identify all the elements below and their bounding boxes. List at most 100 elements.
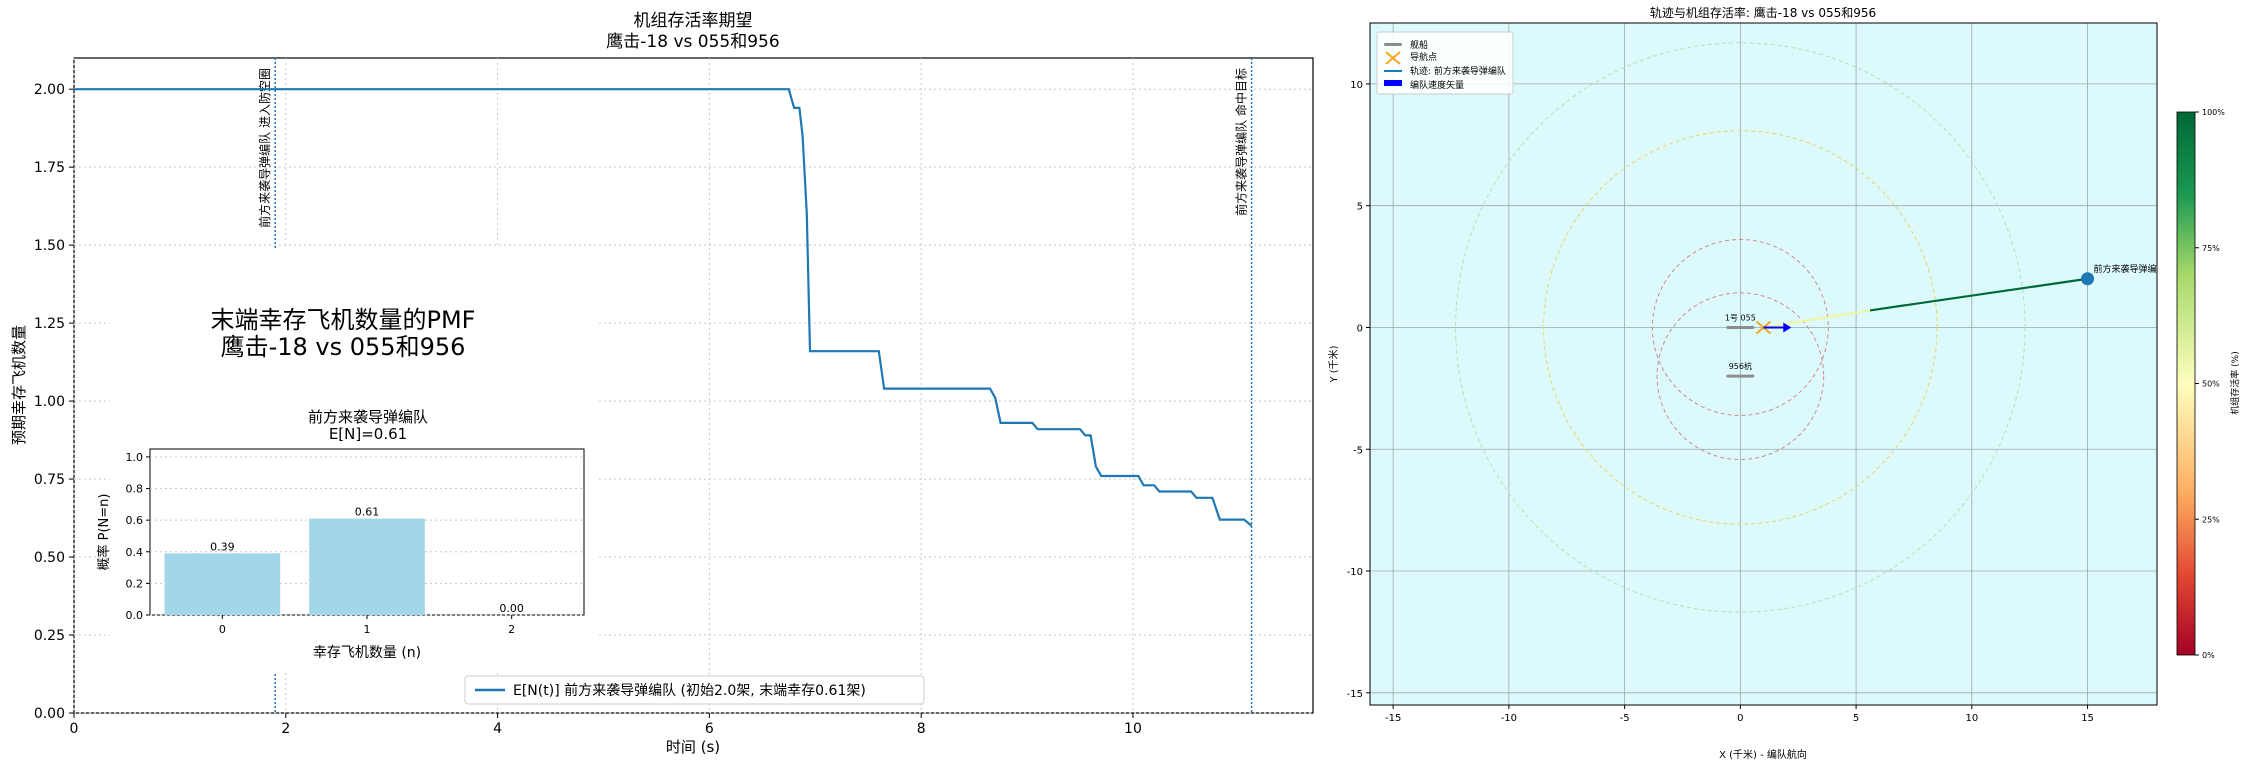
inset-heading: 末端幸存飞机数量的PMF bbox=[211, 306, 476, 334]
inset-bar bbox=[164, 553, 281, 615]
trajectory-segment-low bbox=[1763, 309, 1871, 329]
right-legend-box bbox=[1376, 31, 1514, 95]
right-y-ticks: -15 -10 -5 0 5 10 bbox=[1347, 80, 1370, 700]
left-x-tick-label: 0 bbox=[70, 721, 79, 737]
right-x-tick-label: 10 bbox=[1965, 713, 1978, 724]
left-line-series bbox=[74, 88, 1253, 527]
right-legend-velocity: 编队速度矢量 bbox=[1410, 79, 1464, 91]
right-x-tick-label: -10 bbox=[1501, 713, 1517, 724]
inset-bars: 0.39 0.61 0.00 bbox=[164, 506, 524, 615]
ship-legend-swatch bbox=[1384, 43, 1402, 46]
right-y-tick-label: 0 bbox=[1357, 323, 1363, 334]
left-y-tick-label: 1.75 bbox=[34, 160, 65, 176]
inset-subtitle: E[N]=0.61 bbox=[329, 425, 407, 443]
left-chart: 前方来袭导弹编队 进入防空圈 前方来袭导弹编队 命中目标 0 2 4 6 8 10 0.00… bbox=[10, 11, 1314, 756]
left-x-tick-label: 2 bbox=[281, 721, 290, 737]
colorbar-gradient bbox=[2176, 111, 2196, 656]
right-x-tick-label: 5 bbox=[1853, 713, 1859, 724]
ship-label: 1号 055 bbox=[1725, 313, 1756, 322]
ships: 1号 055 956杭 bbox=[1725, 313, 1792, 378]
inset-y-tick-label: 0.8 bbox=[126, 483, 144, 496]
left-x-tick-label: 10 bbox=[1124, 721, 1142, 737]
inset-bar-value-label: 0.61 bbox=[355, 506, 380, 519]
left-legend-box bbox=[464, 675, 925, 705]
ship-legend-icon bbox=[1384, 43, 1402, 46]
left-y-tick-label: 1.50 bbox=[34, 238, 65, 254]
inset-x-ticks: 0 1 2 bbox=[219, 615, 515, 636]
right-x-tick-label: -5 bbox=[1620, 713, 1630, 724]
formation-start-label: 前方来袭导弹编队 bbox=[2094, 263, 2166, 275]
trajectory: 前方来袭导弹编队 bbox=[1763, 263, 2166, 329]
left-x-tick-label: 6 bbox=[705, 721, 714, 737]
range-rings bbox=[1455, 42, 2026, 613]
right-y-tick-label: 10 bbox=[1350, 80, 1363, 91]
left-x-axis-label: 时间 (s) bbox=[666, 738, 720, 756]
right-x-tick-label: -15 bbox=[1385, 713, 1401, 724]
colorbar-tick-label: 25% bbox=[2202, 515, 2220, 524]
left-legend: E[N(t)] 前方来袭导弹编队 (初始2.0架, 末端幸存0.61架) bbox=[464, 675, 925, 705]
right-y-tick-label: 5 bbox=[1357, 202, 1363, 213]
left-y-tick-label: 2.00 bbox=[34, 82, 65, 98]
inset-y-axis-label: 概率 P(N=n) bbox=[96, 494, 112, 571]
velocity-legend-swatch bbox=[1384, 80, 1402, 86]
velocity-vector-head bbox=[1783, 322, 1792, 333]
inset-y-ticks: 0.0 0.2 0.4 0.6 0.8 1.0 bbox=[126, 451, 150, 622]
right-plot-frame bbox=[1369, 22, 2158, 706]
inset-y-tick-label: 1.0 bbox=[126, 451, 144, 464]
range-ring bbox=[1455, 42, 2026, 613]
expected-survivors-line bbox=[74, 88, 1253, 527]
colorbar-tick-label: 100% bbox=[2202, 108, 2225, 117]
right-legend-trajectory: 轨迹: 前方来袭导弹编队 bbox=[1410, 65, 1506, 77]
inset-heading-sub: 鹰击-18 vs 055和956 bbox=[221, 333, 466, 361]
formation-start-point bbox=[2081, 272, 2095, 286]
inset-x-tick-label: 2 bbox=[508, 623, 515, 636]
inset-y-tick-label: 0.4 bbox=[126, 546, 144, 559]
right-legend: 舰船 导航点 轨迹: 前方来袭导弹编队 编队速度矢量 bbox=[1376, 31, 1514, 95]
colorbar: 0% 25% 50% 75% 100% 机组存活率 (%) bbox=[2176, 108, 2241, 660]
left-x-ticks: 0 2 4 6 8 10 bbox=[70, 713, 1142, 737]
inset-bar-value-label: 0.39 bbox=[210, 540, 235, 553]
colorbar-tick-label: 50% bbox=[2202, 380, 2220, 389]
right-x-tick-label: 15 bbox=[2081, 713, 2094, 724]
left-chart-subtitle: 鹰击-18 vs 055和956 bbox=[606, 32, 779, 52]
inset-x-tick-label: 0 bbox=[219, 623, 226, 636]
range-ring bbox=[1651, 239, 1829, 416]
left-y-tick-label: 1.25 bbox=[34, 316, 65, 332]
inset-y-tick-label: 0.6 bbox=[126, 514, 144, 527]
left-chart-title: 机组存活率期望 bbox=[634, 11, 753, 31]
waypoint-legend-icon bbox=[1385, 51, 1401, 65]
right-legend-ship: 舰船 bbox=[1410, 39, 1428, 51]
inset-y-tick-label: 0.2 bbox=[126, 577, 144, 590]
event-marker-label: 前方来袭导弹编队 进入防空圈 bbox=[257, 68, 272, 228]
right-y-tick-label: -15 bbox=[1347, 689, 1363, 700]
inset-x-axis-label: 幸存飞机数量 (n) bbox=[313, 645, 421, 661]
inset-y-tick-label: 0.0 bbox=[126, 609, 144, 622]
ship-marker bbox=[1726, 374, 1755, 378]
ship-label: 956杭 bbox=[1729, 361, 1752, 371]
left-y-ticks: 0.00 0.25 0.50 0.75 1.00 1.25 1.50 1.75 2.00 bbox=[34, 82, 74, 722]
inset-x-tick-label: 1 bbox=[364, 623, 371, 636]
colorbar-tick-label: 0% bbox=[2202, 651, 2215, 660]
inset-title: 前方来袭导弹编队 bbox=[308, 408, 428, 426]
left-x-tick-label: 4 bbox=[493, 721, 502, 737]
right-y-axis-label: Y (千米) bbox=[1327, 345, 1340, 383]
colorbar-ticks: 0% 25% 50% 75% 100% bbox=[2195, 108, 2225, 660]
right-x-axis-label: X (千米) - 编队航向 bbox=[1719, 748, 1807, 761]
right-legend-waypoint: 导航点 bbox=[1410, 51, 1437, 63]
event-marker-label: 前方来袭导弹编队 命中目标 bbox=[1234, 68, 1249, 216]
colorbar-label: 机组存活率 (%) bbox=[2229, 351, 2241, 414]
left-y-tick-label: 1.00 bbox=[34, 394, 65, 410]
inset-bar-value-label: 0.00 bbox=[499, 602, 524, 615]
inset-panel: 末端幸存飞机数量的PMF 鹰击-18 vs 055和956 前方来袭导弹编队 E… bbox=[96, 248, 596, 672]
left-legend-label: E[N(t)] 前方来袭导弹编队 (初始2.0架, 末端幸存0.61架) bbox=[513, 682, 866, 699]
left-y-tick-label: 0.75 bbox=[34, 472, 65, 488]
right-chart-title: 轨迹与机组存活率: 鹰击-18 vs 055和956 bbox=[1650, 5, 1876, 20]
right-y-tick-label: -10 bbox=[1347, 567, 1363, 578]
right-y-tick-label: -5 bbox=[1353, 445, 1363, 456]
left-y-tick-label: 0.25 bbox=[34, 628, 65, 644]
left-y-tick-label: 0.50 bbox=[34, 550, 65, 566]
trajectory-segment-high bbox=[1869, 277, 2088, 312]
range-ring bbox=[1656, 292, 1825, 461]
